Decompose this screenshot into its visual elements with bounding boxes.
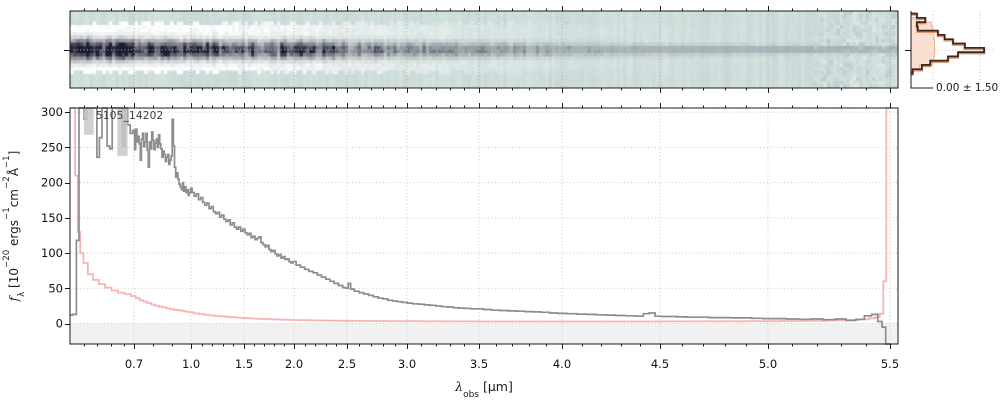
2d-spectrum-heatmap (70, 11, 898, 88)
x-tick-label: 2.0 (285, 357, 303, 371)
y-axis-label: fλ [10−20 ergs−1cm−2Å−1] (2, 151, 27, 302)
histogram-stats-label: 0.00 ± 1.50 (936, 82, 999, 94)
error-curve (71, 107, 890, 323)
below-zero-shade (70, 323, 898, 344)
x-tick-label: 5.0 (759, 357, 777, 371)
y-tick-label: 200 (41, 176, 63, 190)
x-axis-label-subscript: obs (463, 389, 479, 400)
1d-panel-frame (69, 107, 899, 345)
x-axis-label-unit: [μm] (479, 378, 513, 394)
clipped-flux-bar (84, 109, 94, 135)
x-tick-label: 3.5 (470, 357, 488, 371)
y-axis-exp-20: −20 (1, 249, 12, 269)
y-tick-label: 50 (48, 281, 63, 295)
y-axis-unit-open: [10 (6, 268, 21, 292)
x-tick-label: 1.5 (235, 357, 253, 371)
y-axis-unit-angstrom: Å (6, 168, 21, 177)
flux-symbol: f (6, 296, 21, 302)
hist-data (911, 12, 985, 75)
x-tick-label: 0.7 (125, 357, 143, 371)
y-tick-label: 0 (56, 317, 63, 331)
x-tick-label: 2.5 (338, 357, 356, 371)
y-axis-exp-1a: −1 (1, 207, 12, 221)
x-tick-label: 3.0 (398, 357, 416, 371)
clipped-flux-bar (117, 109, 128, 156)
x-tick-label: 1.0 (182, 357, 200, 371)
x-tick-label: 5.5 (881, 357, 899, 371)
x-tick-label: 4.5 (651, 357, 669, 371)
source-id-annotation: 5105_14202 (96, 110, 164, 122)
y-tick-label: 100 (41, 246, 63, 260)
2d-panel-frame (69, 10, 899, 89)
hist-data-salmon (911, 13, 986, 76)
y-axis-unit-ergs: ergs (6, 220, 21, 250)
y-axis-exp-1b: −1 (1, 155, 12, 169)
flux-curve (70, 107, 890, 345)
y-tick-label: 300 (41, 105, 63, 119)
lambda-symbol: λ (455, 378, 464, 394)
y-axis-exp-2: −2 (1, 176, 12, 189)
y-tick-label: 250 (41, 140, 63, 154)
y-axis-unit-cm: cm (6, 189, 21, 208)
y-axis-label-subscript: λ (16, 291, 27, 297)
x-axis-label: λobs [μm] (455, 378, 513, 400)
y-tick-label: 150 (41, 211, 63, 225)
hist-spines (910, 11, 933, 89)
x-tick-label: 4.0 (553, 357, 571, 371)
